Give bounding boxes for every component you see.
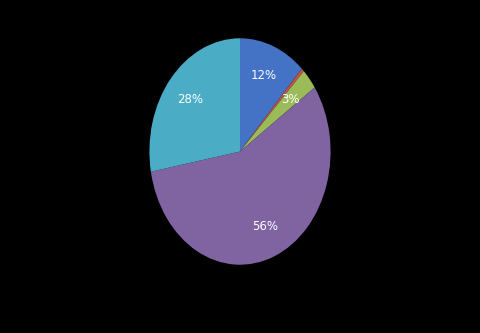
Text: 56%: 56% bbox=[252, 220, 278, 233]
Wedge shape bbox=[240, 71, 315, 152]
Wedge shape bbox=[240, 69, 304, 152]
Text: 28%: 28% bbox=[177, 93, 203, 106]
Wedge shape bbox=[151, 88, 331, 265]
Wedge shape bbox=[240, 38, 302, 152]
Wedge shape bbox=[149, 38, 240, 172]
Text: 3%: 3% bbox=[281, 93, 300, 106]
Text: 12%: 12% bbox=[251, 69, 277, 82]
